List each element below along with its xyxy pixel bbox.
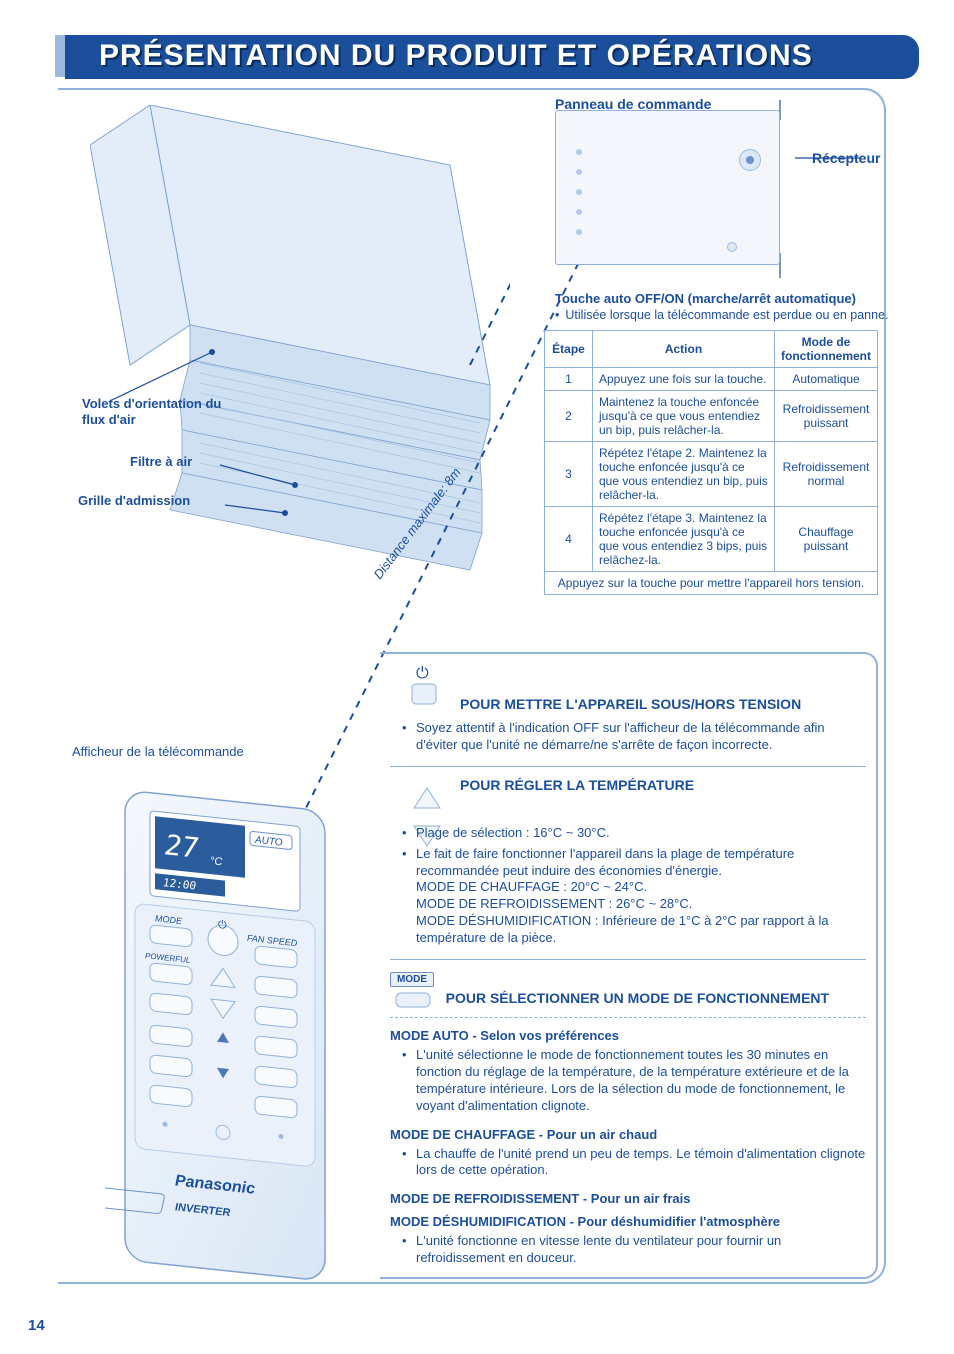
page-number: 14 [28, 1317, 45, 1334]
separator [390, 959, 866, 960]
table-row: 3 Répétez l'étape 2. Maintenez la touche… [545, 442, 878, 507]
mode-heat-heading: MODE DE CHAUFFAGE - Pour un air chaud [390, 1127, 866, 1142]
svg-text:⏻: ⏻ [416, 665, 429, 682]
svg-text:°C: °C [210, 855, 223, 868]
page-title: PRÉSENTATION DU PRODUIT ET OPÉRATIONS [65, 35, 919, 79]
auto-button-desc: •Utilisée lorsque la télécommande est pe… [555, 308, 889, 322]
power-section-title: POUR METTRE L'APPAREIL SOUS/HORS TENSION [460, 696, 866, 712]
led-dot [576, 169, 582, 175]
led-dot [576, 229, 582, 235]
led-dot [576, 189, 582, 195]
filter-callout: Filtre à air [130, 454, 192, 470]
table-row: 2 Maintenez la touche enfoncée jusqu'à c… [545, 391, 878, 442]
power-icon: ⏻ [410, 662, 440, 715]
temp-arrows-icon [410, 786, 444, 853]
remote-display-callout: Afficheur de la télécommande [72, 744, 244, 759]
instruction-panel: ⏻ POUR METTRE L'APPAREIL SOUS/HORS TENSI… [380, 652, 878, 1279]
temp-section-title: POUR RÉGLER LA TEMPÉRATURE [460, 777, 866, 793]
mode-pill: MODE [390, 972, 434, 987]
th-step: Étape [545, 331, 593, 368]
receiver-label: Récepteur [812, 150, 880, 166]
mode-dry-heading: MODE DÉSHUMIDIFICATION - Pour déshumidif… [390, 1214, 866, 1229]
control-panel-box [555, 110, 780, 265]
steps-table: Étape Action Mode de fonctionnement 1 Ap… [544, 330, 878, 595]
th-action: Action [593, 331, 775, 368]
svg-text:27: 27 [165, 828, 199, 864]
power-section-list: Soyez attentif à l'indication OFF sur l'… [402, 720, 866, 754]
temp-section-list: Plage de sélection : 16°C ~ 30°C. Le fai… [402, 825, 866, 947]
th-mode: Mode de fonctionnement [775, 331, 878, 368]
mode-section-title: POUR SÉLECTIONNER UN MODE DE FONCTIONNEM… [446, 990, 829, 1006]
led-dot [576, 149, 582, 155]
table-row: 1 Appuyez une fois sur la touche. Automa… [545, 368, 878, 391]
mode-auto-heading: MODE AUTO - Selon vos préférences [390, 1028, 866, 1043]
intake-callout: Grille d'admission [78, 493, 190, 509]
remote-control-illustration: 27 °C AUTO 12:00 MODE ⏻ FAN SPEED POWERF… [105, 788, 361, 1298]
mode-cool-heading: MODE DE REFROIDISSEMENT - Pour un air fr… [390, 1191, 866, 1206]
auto-button-title: Touche auto OFF/ON (marche/arrêt automat… [555, 291, 856, 306]
table-note-row: Appuyez sur la touche pour mettre l'appa… [545, 572, 878, 595]
vanes-callout: Volets d'orientation du flux d'air [82, 396, 242, 429]
dashed-separator [390, 1017, 866, 1018]
led-dot [576, 209, 582, 215]
table-row: 4 Répétez l'étape 3. Maintenez la touche… [545, 507, 878, 572]
svg-text:⏻: ⏻ [218, 919, 227, 932]
separator [390, 766, 866, 767]
auto-button-dot [727, 242, 737, 252]
receiver-indicator [739, 149, 761, 171]
